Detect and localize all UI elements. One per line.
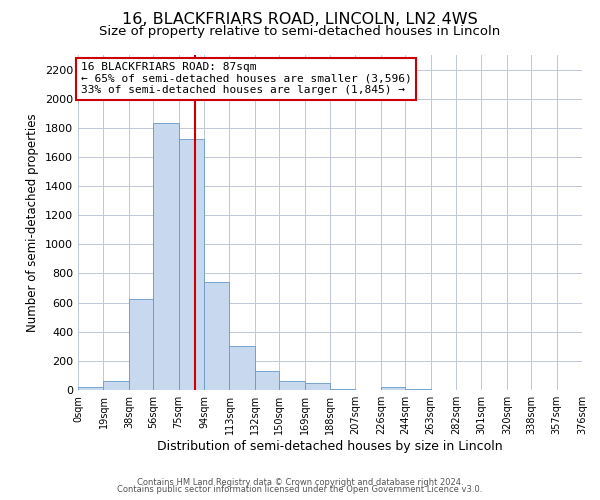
Text: 16, BLACKFRIARS ROAD, LINCOLN, LN2 4WS: 16, BLACKFRIARS ROAD, LINCOLN, LN2 4WS [122, 12, 478, 28]
X-axis label: Distribution of semi-detached houses by size in Lincoln: Distribution of semi-detached houses by … [157, 440, 503, 453]
Bar [330, 388, 355, 390]
Bar [153, 124, 179, 390]
Bar [78, 387, 103, 390]
Bar [179, 138, 204, 390]
Bar [279, 380, 305, 390]
Bar [103, 382, 129, 390]
Bar [255, 371, 279, 390]
Text: Size of property relative to semi-detached houses in Lincoln: Size of property relative to semi-detach… [100, 25, 500, 38]
Y-axis label: Number of semi-detached properties: Number of semi-detached properties [26, 113, 40, 332]
Bar [229, 346, 255, 390]
Bar [204, 282, 229, 390]
Text: 16 BLACKFRIARS ROAD: 87sqm
← 65% of semi-detached houses are smaller (3,596)
33%: 16 BLACKFRIARS ROAD: 87sqm ← 65% of semi… [80, 62, 412, 96]
Text: Contains public sector information licensed under the Open Government Licence v3: Contains public sector information licen… [118, 485, 482, 494]
Bar [381, 387, 405, 390]
Bar [129, 299, 153, 390]
Bar [305, 384, 330, 390]
Text: Contains HM Land Registry data © Crown copyright and database right 2024.: Contains HM Land Registry data © Crown c… [137, 478, 463, 487]
